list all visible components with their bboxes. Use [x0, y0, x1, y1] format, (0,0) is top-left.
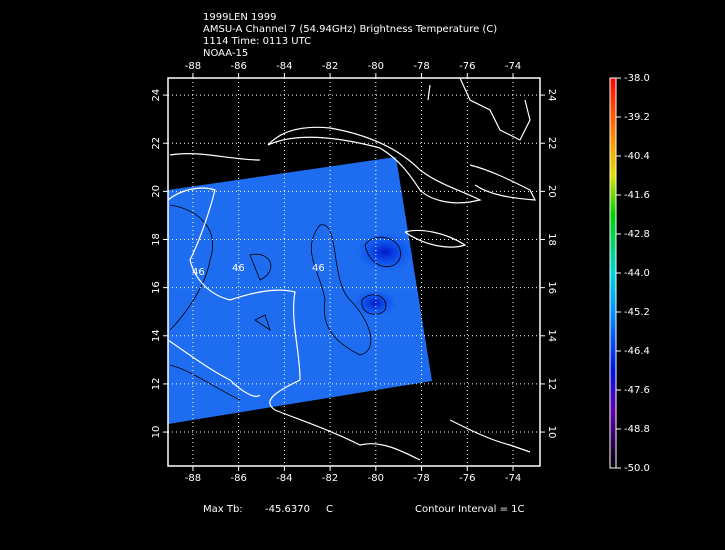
colorbar-tick-label: -47.6 — [624, 385, 650, 396]
lon-tick-label: -80 — [368, 61, 384, 72]
lat-tick-label: 16 — [151, 281, 162, 294]
lat-tick-label: 12 — [546, 378, 557, 391]
colorbar-tick-label: -40.4 — [624, 151, 650, 162]
lat-tick-label: 18 — [546, 233, 557, 246]
lon-tick-label: -84 — [276, 473, 292, 484]
lat-tick-label: 22 — [151, 137, 162, 150]
lon-tick-label: -78 — [413, 61, 429, 72]
lon-tick-label: -74 — [505, 61, 521, 72]
contour-label: 46 — [312, 263, 325, 274]
footer-label: Max Tb: — [203, 504, 243, 515]
lat-tick-label: 24 — [151, 89, 162, 102]
lat-tick-label: 10 — [546, 426, 557, 439]
lat-tick-label: 20 — [151, 185, 162, 198]
lon-tick-label: -88 — [185, 473, 201, 484]
header: 1999LEN 1999 AMSU-A Channel 7 (54.94GHz)… — [203, 12, 497, 59]
lon-tick-label: -86 — [230, 61, 246, 72]
cold-area — [353, 289, 397, 317]
cold-area — [355, 232, 415, 272]
lat-tick-label: 14 — [151, 329, 162, 342]
data-swath — [168, 157, 432, 424]
colorbar-tick-label: -39.2 — [624, 112, 650, 123]
lat-tick-label: 10 — [151, 426, 162, 439]
contour-label: 46 — [192, 267, 205, 278]
lon-tick-label: -82 — [322, 61, 338, 72]
lon-tick-label: -86 — [230, 473, 246, 484]
lat-tick-label: 16 — [546, 281, 557, 294]
lat-tick-label: 14 — [546, 329, 557, 342]
colorbar-tick-label: -38.0 — [624, 73, 650, 84]
lon-tick-label: -82 — [322, 473, 338, 484]
header-line: 1114 Time: 0113 UTC — [203, 36, 311, 47]
colorbar-tick-label: -45.2 — [624, 307, 650, 318]
colorbar — [609, 77, 617, 469]
colorbar-tick-label: -41.6 — [624, 190, 650, 201]
lon-tick-label: -84 — [276, 61, 292, 72]
header-line: AMSU-A Channel 7 (54.94GHz) Brightness T… — [203, 24, 497, 35]
footer: Max Tb: -45.6370 C Contour Interval = 1C — [203, 504, 525, 515]
map-frame — [167, 77, 541, 467]
lon-tick-label: -76 — [459, 61, 475, 72]
header-line: NOAA-15 — [203, 48, 248, 59]
lat-tick-label: 24 — [546, 89, 557, 102]
lat-tick-label: 18 — [151, 233, 162, 246]
colorbar-tick-label: -46.4 — [624, 346, 650, 357]
footer-unit: C — [326, 504, 333, 515]
colorbar-tick-label: -48.8 — [624, 424, 650, 435]
lat-tick-label: 12 — [151, 378, 162, 391]
map: 46 46 46 — [167, 77, 537, 461]
footer-label: Contour Interval = 1C — [415, 504, 525, 515]
contour-label: 46 — [232, 263, 245, 274]
header-line: 1999LEN 1999 — [203, 12, 276, 23]
lon-tick-label: -88 — [185, 61, 201, 72]
lon-tick-label: -76 — [459, 473, 475, 484]
colorbar-tick-label: -50.0 — [624, 463, 650, 474]
lat-tick-label: 22 — [546, 137, 557, 150]
footer-value: -45.6370 — [265, 504, 310, 515]
contours — [169, 204, 401, 401]
colorbar-tick-label: -42.8 — [624, 229, 650, 240]
colorbar-tick-label: -44.0 — [624, 268, 650, 279]
lon-tick-label: -74 — [505, 473, 521, 484]
lon-tick-label: -80 — [368, 473, 384, 484]
lat-tick-label: 20 — [546, 185, 557, 198]
lon-tick-label: -78 — [413, 473, 429, 484]
